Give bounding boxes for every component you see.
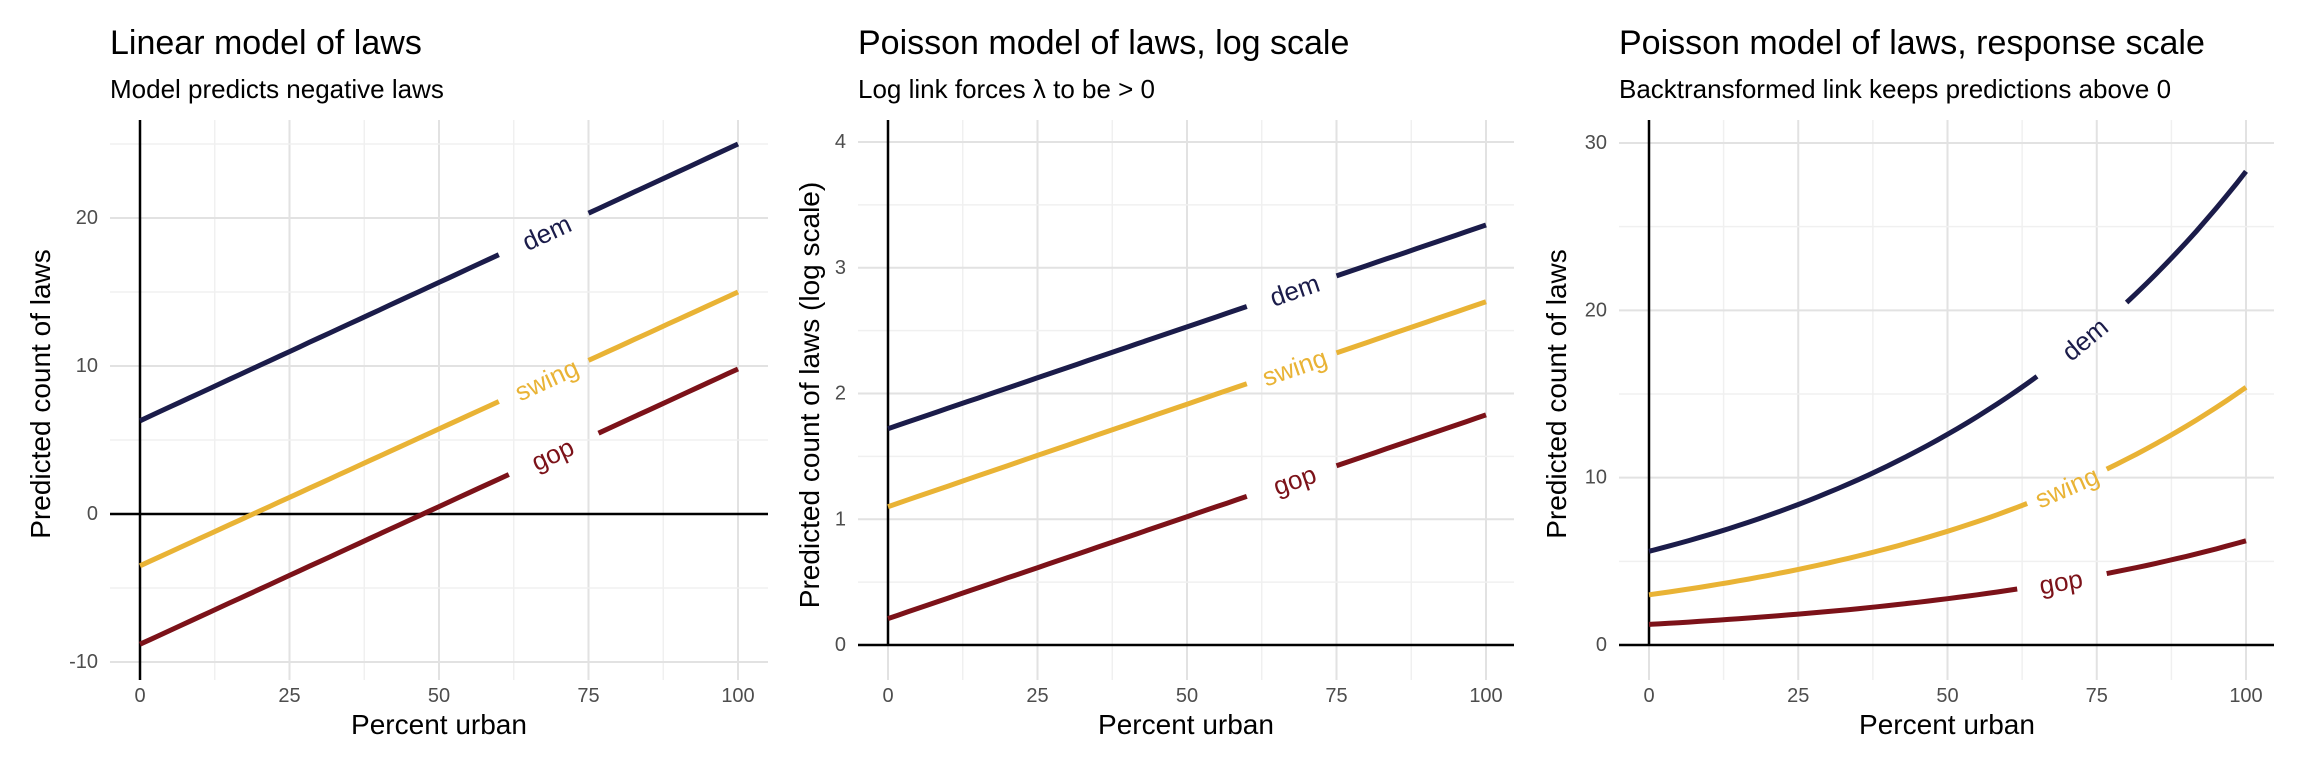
y-tick-label: 3 [835,257,846,279]
series-label-swing: swing [2030,460,2103,514]
series-label-swing: swing [510,352,583,407]
series-label-dem: dem [517,208,575,256]
x-tick-label: 75 [2086,685,2108,707]
axes [858,120,1514,647]
series-line-dem [1648,374,2039,554]
x-tick-label: 100 [2229,685,2262,707]
y-tick-label: 30 [1585,132,1607,154]
x-axis-label: Percent urban [1098,709,1274,740]
x-tick-label: 25 [1787,685,1809,707]
y-axis-label: Predicted count of laws [1541,249,1572,539]
series-label-gop: gop [2037,564,2085,601]
panel-linear-model: Linear model of laws Model predicts nega… [25,24,768,740]
series-line-swing [1648,501,2028,598]
x-tick-label: 50 [1936,685,1958,707]
panel-subtitle: Model predicts negative laws [110,74,444,104]
x-tick-label: 100 [1469,685,1502,707]
x-tick-label: 0 [882,685,893,707]
series-line-dem [587,141,740,216]
y-tick-label: -10 [69,651,98,673]
series-line-swing [138,399,500,569]
x-tick-label: 0 [1643,685,1654,707]
series-label-dem: dem [1266,268,1324,313]
panel-subtitle: Backtransformed link keeps predictions a… [1619,74,2171,104]
y-tick-label: 20 [76,207,98,229]
x-tick-label: 50 [428,685,450,707]
x-axis-label: Percent urban [1859,709,2035,740]
series-line-dem [138,252,500,424]
y-tick-label: 0 [87,503,98,525]
series-line-gop [1335,412,1487,469]
series-line-gop [1648,586,2018,627]
tick-labels: 0 25 50 75 100 0 1 2 3 4 [835,131,1503,707]
axes [1619,120,2274,647]
x-tick-label: 0 [134,685,145,707]
y-tick-label: 10 [76,355,98,377]
series-label-gop: gop [1269,459,1320,501]
y-tick-label: 0 [835,634,846,656]
series-label-gop: gop [527,432,579,477]
panel-title: Linear model of laws [110,24,422,62]
series-line-dem [1335,222,1487,279]
x-tick-label: 25 [278,685,300,707]
series-line-gop [2106,538,2247,577]
series-label-dem: dem [2056,312,2114,367]
panel-title: Poisson model of laws, response scale [1619,24,2205,62]
series-line-dem [887,304,1248,432]
x-tick-label: 75 [577,685,599,707]
y-tick-label: 10 [1585,467,1607,489]
series-line-gop [887,494,1248,621]
y-tick-label: 1 [835,508,846,530]
series-line-swing [2105,385,2248,472]
y-tick-label: 2 [835,383,846,405]
y-tick-label: 4 [835,131,846,153]
panel-title: Poisson model of laws, log scale [858,24,1349,62]
series-line-gop [138,472,510,647]
x-tick-label: 75 [1325,685,1347,707]
x-tick-label: 100 [721,685,754,707]
series-line-swing [587,289,740,363]
x-tick-label: 25 [1026,685,1048,707]
panel-subtitle: Log link forces λ to be > 0 [858,74,1155,104]
y-axis-label: Predicted count of laws (log scale) [794,182,825,608]
series-line-gop [597,366,740,436]
x-axis-label: Percent urban [351,709,527,740]
series-label-swing: swing [1258,342,1331,392]
grid [1619,120,2274,680]
x-tick-label: 50 [1176,685,1198,707]
y-tick-label: 20 [1585,299,1607,321]
panel-poisson-response: Poisson model of laws, response scale Ba… [1541,24,2274,740]
tick-labels: 0 25 50 75 100 0 10 20 30 [1585,132,2263,707]
series-line-swing [1335,299,1487,356]
y-axis-label: Predicted count of laws [25,249,56,539]
series-line-dem [2124,169,2248,305]
panel-poisson-log: Poisson model of laws, log scale Log lin… [794,24,1514,740]
y-tick-label: 0 [1596,634,1607,656]
series-line-swing [887,381,1248,510]
tick-labels: 0 25 50 75 100 -10 0 10 20 [69,207,755,707]
